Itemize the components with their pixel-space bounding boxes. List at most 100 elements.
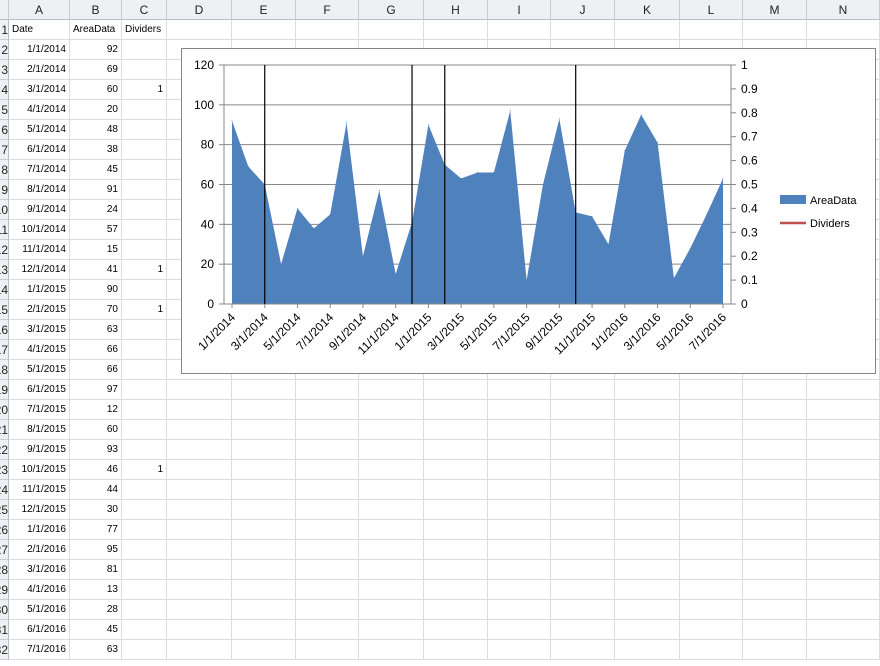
row-header-6[interactable]: 6 xyxy=(0,120,9,140)
cell-c18[interactable] xyxy=(122,360,167,380)
cell-m30[interactable] xyxy=(743,600,807,620)
cell-e32[interactable] xyxy=(232,640,296,660)
cell-n25[interactable] xyxy=(807,500,880,520)
cell-g25[interactable] xyxy=(359,500,424,520)
cell-g27[interactable] xyxy=(359,540,424,560)
cell-f32[interactable] xyxy=(296,640,359,660)
cell-g28[interactable] xyxy=(359,560,424,580)
cell-h25[interactable] xyxy=(424,500,488,520)
row-header-22[interactable]: 22 xyxy=(0,440,9,460)
cell-c15[interactable]: 1 xyxy=(122,300,167,320)
cell-l30[interactable] xyxy=(680,600,743,620)
cell-b27[interactable]: 95 xyxy=(70,540,122,560)
cell-a18[interactable]: 5/1/2015 xyxy=(9,360,70,380)
cell-h31[interactable] xyxy=(424,620,488,640)
cell-m26[interactable] xyxy=(743,520,807,540)
cell-h19[interactable] xyxy=(424,380,488,400)
cell-c21[interactable] xyxy=(122,420,167,440)
cell-g29[interactable] xyxy=(359,580,424,600)
row-header-10[interactable]: 10 xyxy=(0,200,9,220)
row-header-23[interactable]: 23 xyxy=(0,460,9,480)
cell-h29[interactable] xyxy=(424,580,488,600)
cell-e30[interactable] xyxy=(232,600,296,620)
cell-b9[interactable]: 91 xyxy=(70,180,122,200)
cell-l28[interactable] xyxy=(680,560,743,580)
cell-j28[interactable] xyxy=(551,560,615,580)
cell-c1[interactable]: Dividers xyxy=(122,20,167,40)
cell-j30[interactable] xyxy=(551,600,615,620)
row-header-28[interactable]: 28 xyxy=(0,560,9,580)
cell-k20[interactable] xyxy=(615,400,680,420)
cell-f26[interactable] xyxy=(296,520,359,540)
cell-e19[interactable] xyxy=(232,380,296,400)
cell-g19[interactable] xyxy=(359,380,424,400)
cell-b3[interactable]: 69 xyxy=(70,60,122,80)
cell-h20[interactable] xyxy=(424,400,488,420)
cell-c31[interactable] xyxy=(122,620,167,640)
cell-f22[interactable] xyxy=(296,440,359,460)
cell-a15[interactable]: 2/1/2015 xyxy=(9,300,70,320)
cell-d25[interactable] xyxy=(167,500,232,520)
cell-k19[interactable] xyxy=(615,380,680,400)
cell-j27[interactable] xyxy=(551,540,615,560)
cell-d26[interactable] xyxy=(167,520,232,540)
cell-k31[interactable] xyxy=(615,620,680,640)
row-header-32[interactable]: 32 xyxy=(0,640,9,660)
cell-c24[interactable] xyxy=(122,480,167,500)
cell-f23[interactable] xyxy=(296,460,359,480)
cell-h21[interactable] xyxy=(424,420,488,440)
cell-m25[interactable] xyxy=(743,500,807,520)
cell-e20[interactable] xyxy=(232,400,296,420)
cell-a9[interactable]: 8/1/2014 xyxy=(9,180,70,200)
cell-e1[interactable] xyxy=(232,20,296,40)
cell-k28[interactable] xyxy=(615,560,680,580)
row-header-18[interactable]: 18 xyxy=(0,360,9,380)
row-header-3[interactable]: 3 xyxy=(0,60,9,80)
cell-b6[interactable]: 48 xyxy=(70,120,122,140)
cell-n22[interactable] xyxy=(807,440,880,460)
cell-g21[interactable] xyxy=(359,420,424,440)
cell-h26[interactable] xyxy=(424,520,488,540)
cell-c27[interactable] xyxy=(122,540,167,560)
cell-f19[interactable] xyxy=(296,380,359,400)
cell-c10[interactable] xyxy=(122,200,167,220)
cell-a12[interactable]: 11/1/2014 xyxy=(9,240,70,260)
cell-i30[interactable] xyxy=(488,600,551,620)
column-header-f[interactable]: F xyxy=(296,0,359,20)
cell-d29[interactable] xyxy=(167,580,232,600)
cell-a29[interactable]: 4/1/2016 xyxy=(9,580,70,600)
cell-a16[interactable]: 3/1/2015 xyxy=(9,320,70,340)
cell-b22[interactable]: 93 xyxy=(70,440,122,460)
cell-c30[interactable] xyxy=(122,600,167,620)
cell-a31[interactable]: 6/1/2016 xyxy=(9,620,70,640)
cell-b13[interactable]: 41 xyxy=(70,260,122,280)
cell-d22[interactable] xyxy=(167,440,232,460)
row-header-24[interactable]: 24 xyxy=(0,480,9,500)
row-header-7[interactable]: 7 xyxy=(0,140,9,160)
cell-b17[interactable]: 66 xyxy=(70,340,122,360)
cell-n19[interactable] xyxy=(807,380,880,400)
cell-a26[interactable]: 1/1/2016 xyxy=(9,520,70,540)
cell-k29[interactable] xyxy=(615,580,680,600)
cell-d19[interactable] xyxy=(167,380,232,400)
cell-c28[interactable] xyxy=(122,560,167,580)
cell-j21[interactable] xyxy=(551,420,615,440)
cell-j29[interactable] xyxy=(551,580,615,600)
row-header-21[interactable]: 21 xyxy=(0,420,9,440)
cell-d31[interactable] xyxy=(167,620,232,640)
cell-e25[interactable] xyxy=(232,500,296,520)
cell-b29[interactable]: 13 xyxy=(70,580,122,600)
cell-h32[interactable] xyxy=(424,640,488,660)
cell-g23[interactable] xyxy=(359,460,424,480)
cell-c22[interactable] xyxy=(122,440,167,460)
cell-m27[interactable] xyxy=(743,540,807,560)
cell-a5[interactable]: 4/1/2014 xyxy=(9,100,70,120)
cell-b23[interactable]: 46 xyxy=(70,460,122,480)
cell-d1[interactable] xyxy=(167,20,232,40)
cell-l29[interactable] xyxy=(680,580,743,600)
row-header-9[interactable]: 9 xyxy=(0,180,9,200)
cell-k26[interactable] xyxy=(615,520,680,540)
column-header-l[interactable]: L xyxy=(680,0,743,20)
cell-a25[interactable]: 12/1/2015 xyxy=(9,500,70,520)
row-header-19[interactable]: 19 xyxy=(0,380,9,400)
